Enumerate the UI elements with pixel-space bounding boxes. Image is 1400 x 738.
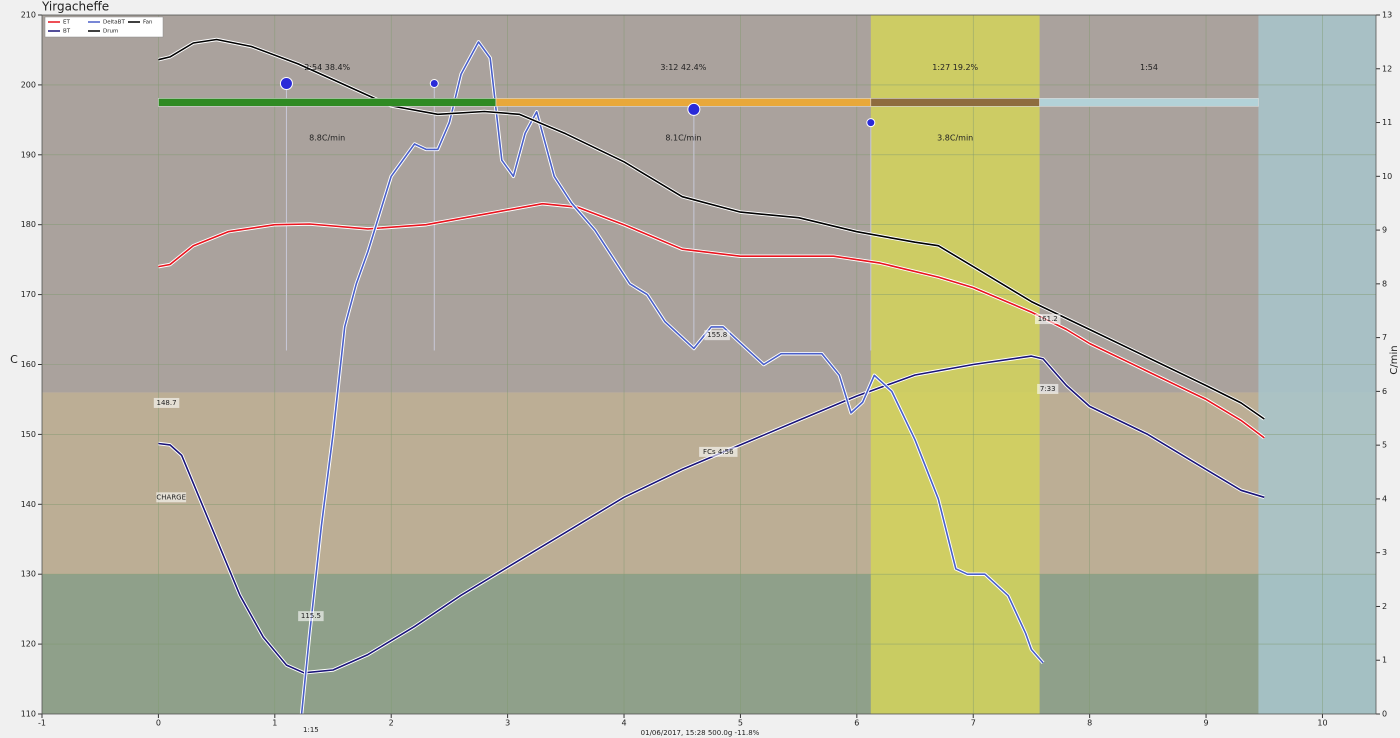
event-marker: [429, 79, 439, 89]
series-line: [158, 38, 1265, 420]
y2-tick-label: 7: [1382, 333, 1387, 342]
y2-tick-label: 9: [1382, 226, 1387, 235]
phase-rate: 3.8C/min: [937, 134, 973, 143]
annotation-box: [699, 446, 738, 457]
y2-tick-label: 10: [1382, 172, 1392, 181]
y2-tick-label: 11: [1382, 118, 1392, 127]
y-axis-label: C: [10, 353, 18, 366]
legend-label: ET: [63, 20, 70, 26]
x-tick-label: 7: [971, 719, 976, 728]
chart-title: Yirgacheffe: [41, 0, 109, 14]
y-tick-label: 190: [21, 150, 36, 159]
annotation: 7:33: [1040, 385, 1056, 393]
legend-label: Fan: [143, 20, 153, 26]
phase-label: 1:54: [1140, 63, 1158, 72]
series-line: [300, 41, 1044, 714]
x-tick-label: 4: [621, 719, 626, 728]
y2-tick-label: 2: [1382, 602, 1387, 611]
y2-tick-label: 13: [1382, 11, 1392, 20]
legend-label: Drum: [103, 29, 118, 35]
y-tick-label: 200: [21, 80, 36, 89]
x-tick-label: 0: [156, 719, 161, 728]
annotation: 155.8: [707, 331, 727, 339]
plot-frame: [41, 14, 1377, 715]
annotation-box: [156, 492, 187, 503]
x-tick-label: -1: [38, 719, 46, 728]
series-line: [158, 355, 1265, 674]
y2-tick-label: 8: [1382, 279, 1387, 288]
annotation-box: [1037, 383, 1059, 394]
y2-tick-label: 1: [1382, 656, 1387, 665]
y-tick-label: 210: [21, 11, 36, 20]
phase-label: 1:27 19.2%: [932, 63, 978, 72]
y2-axis-label: C/min: [1389, 345, 1400, 374]
annotation: 148.7: [157, 399, 177, 407]
event-marker: [687, 102, 701, 116]
annotation-box: [1034, 314, 1061, 325]
phase-rate: 8.8C/min: [309, 134, 345, 143]
band: [42, 392, 1376, 575]
y2-tick-label: 6: [1382, 387, 1387, 396]
y2-tick-label: 3: [1382, 548, 1387, 557]
event-marker: [866, 118, 876, 128]
y-tick-label: 150: [21, 430, 36, 439]
phase-bar: [495, 98, 872, 107]
legend-label: DeltaBT: [103, 20, 125, 26]
annotation: CHARGE: [156, 493, 186, 501]
phase-rate: 8.1C/min: [665, 134, 701, 143]
annotation: FCs 4:56: [703, 448, 734, 456]
plot: [42, 15, 1376, 714]
y-tick-label: 140: [21, 500, 36, 509]
x-tick-label: 8: [1087, 719, 1092, 728]
y-tick-label: 160: [21, 360, 36, 369]
annotation-box: [153, 397, 180, 408]
phase-bar: [1039, 98, 1259, 107]
annotation-box: [704, 330, 730, 341]
x-tick-label: 2: [389, 719, 394, 728]
annotation: 161.2: [1038, 315, 1058, 323]
y2-tick-label: 4: [1382, 494, 1387, 503]
phase-bar: [158, 98, 497, 107]
phase-label: 3:12 42.4%: [660, 63, 706, 72]
y2-tick-label: 12: [1382, 64, 1392, 73]
x-tick-label: 6: [854, 719, 859, 728]
legend-label: BT: [63, 29, 71, 35]
annotation-box: [298, 611, 324, 622]
event-marker: [279, 77, 293, 91]
y-tick-label: 170: [21, 290, 36, 299]
phase-label: 2:54 38.4%: [304, 63, 350, 72]
time-label: 1:15: [303, 726, 319, 734]
annotation: 115.5: [301, 612, 321, 620]
y-tick-label: 130: [21, 570, 36, 579]
x-tick-label: 1: [272, 719, 277, 728]
x-tick-label: 9: [1204, 719, 1209, 728]
series-line: [158, 202, 1265, 439]
footer: 01/06/2017, 15:28 500.0g -11.8%: [641, 729, 760, 737]
y2-tick-label: 0: [1382, 710, 1387, 719]
y-tick-label: 110: [21, 710, 36, 719]
y2-tick-label: 5: [1382, 441, 1387, 450]
phase-bar: [870, 98, 1040, 107]
x-tick-label: 10: [1317, 719, 1327, 728]
x-tick-label: 3: [505, 719, 510, 728]
y-tick-label: 120: [21, 640, 36, 649]
legend: ET BT DeltaBT Drum Fan: [44, 16, 164, 38]
y-tick-label: 180: [21, 220, 36, 229]
x-tick-label: 5: [738, 719, 743, 728]
